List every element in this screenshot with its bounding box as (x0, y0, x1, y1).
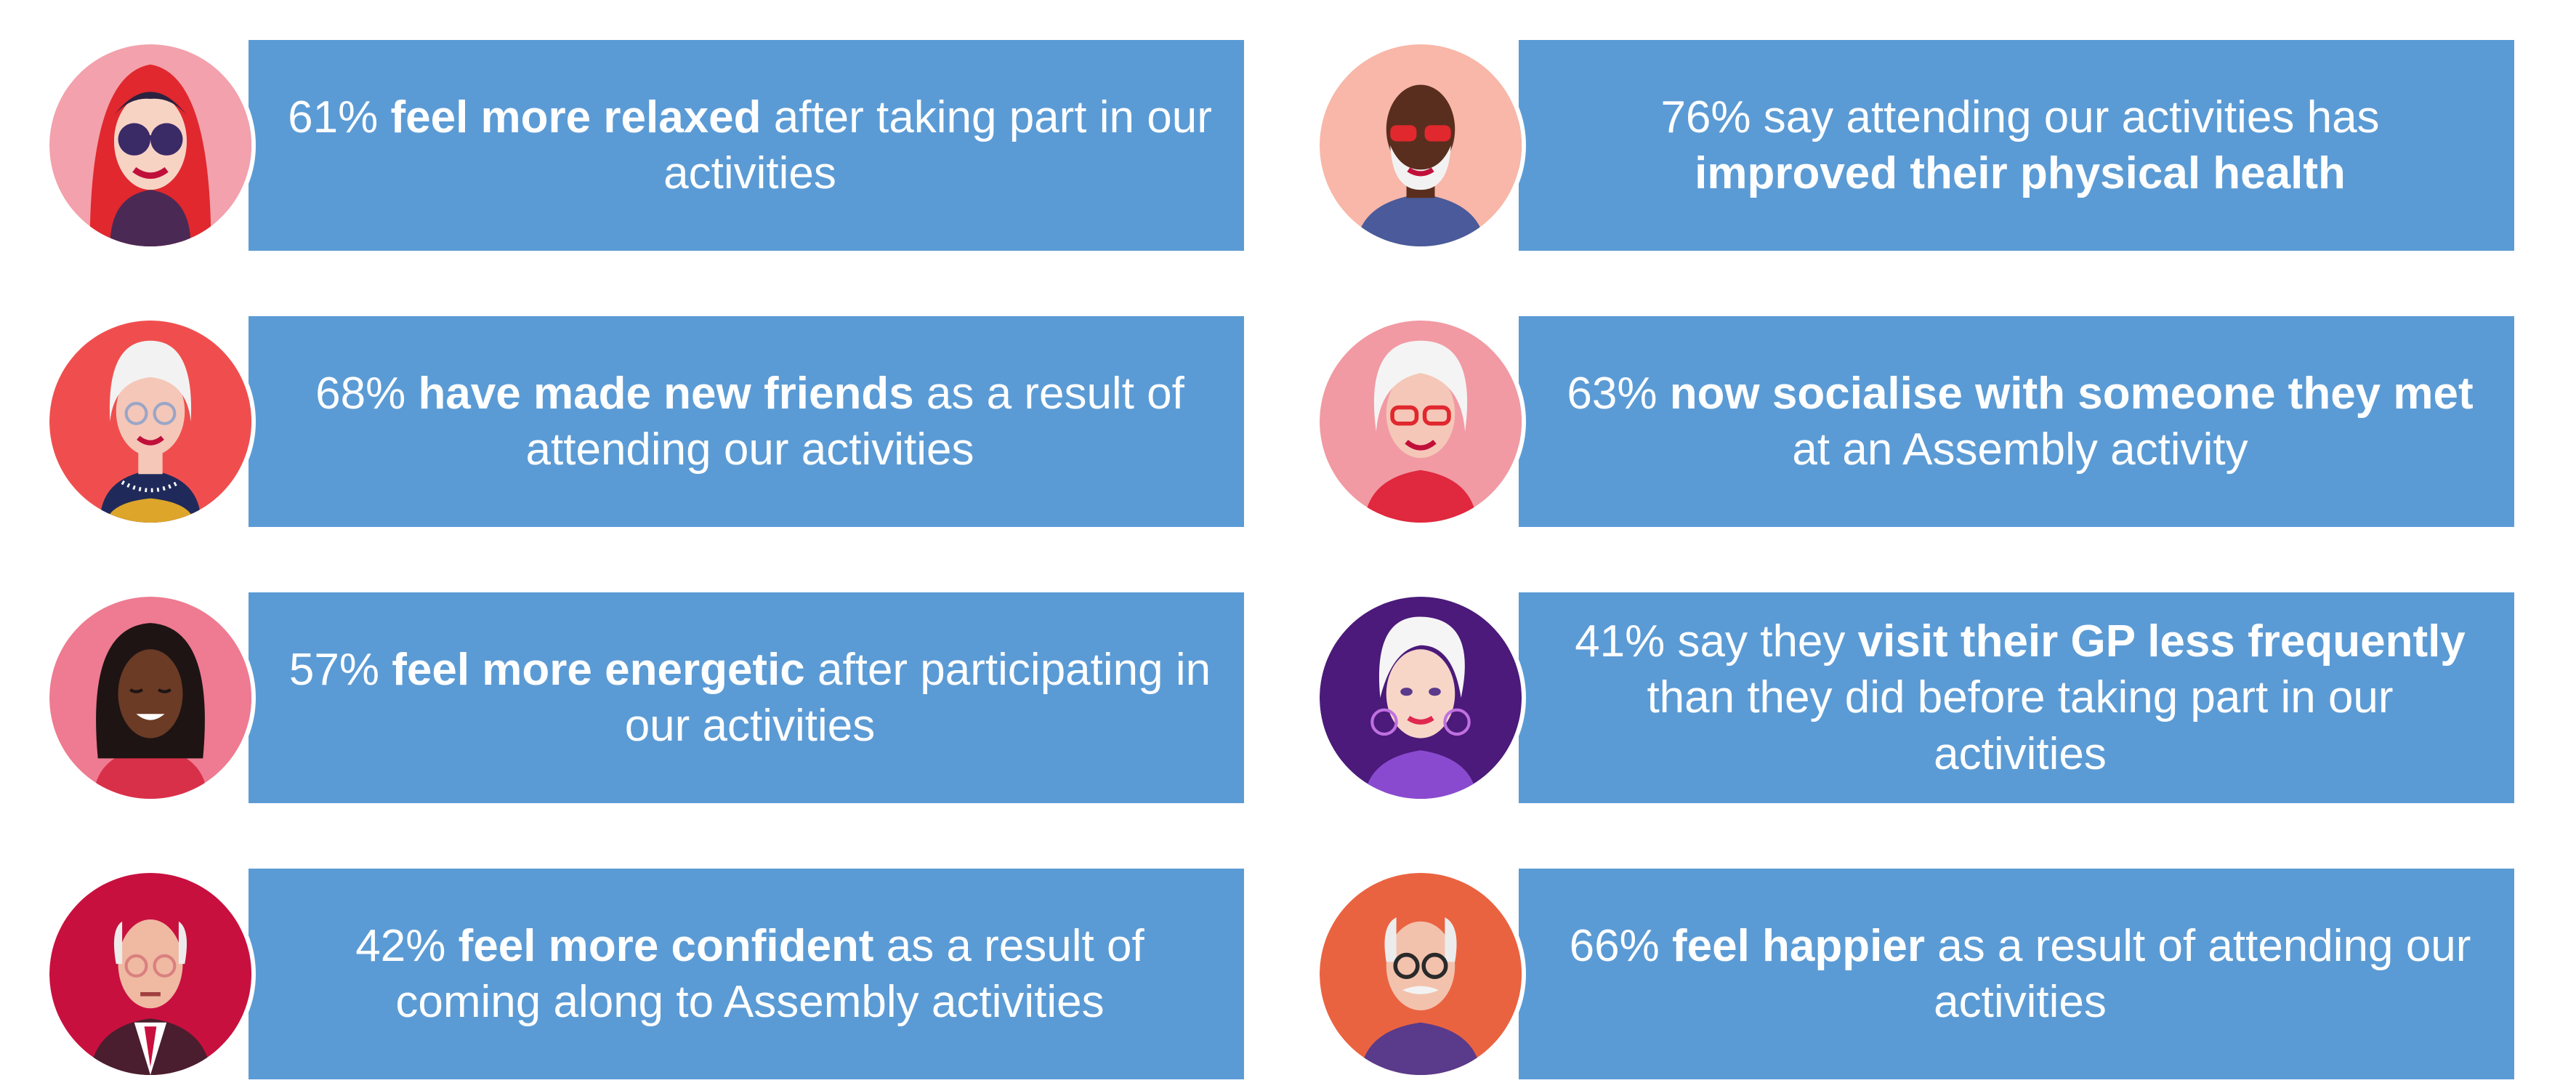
stat-banner (249, 316, 1244, 527)
stat-text: 41% say they visit their GP less frequen… (1575, 616, 2466, 779)
stat-banner (1519, 869, 2514, 1079)
stat-card-energetic: 57% feel more energetic after participat… (45, 592, 1244, 803)
stat-banner (249, 869, 1244, 1079)
stat-text: 68% have made new friends as a result of… (315, 368, 1184, 475)
woman-red-hood-sunglasses-icon (45, 40, 256, 251)
stat-text: 76% say attending our activities has imp… (1660, 92, 2380, 199)
stat-card-confident: 42% feel more confident as a result of c… (45, 869, 1244, 1079)
stat-banner (249, 40, 1244, 251)
older-man-suit-tie-icon (45, 869, 256, 1079)
stat-banner (249, 592, 1244, 803)
stat-text: 61% feel more relaxed after taking part … (288, 92, 1212, 199)
older-man-glasses-moustache-icon (1315, 869, 1526, 1079)
woman-dark-hair-icon (45, 592, 256, 803)
older-woman-hoop-earrings-icon (1315, 592, 1526, 803)
older-woman-red-glasses-icon (1315, 316, 1526, 527)
stat-card-relaxed: 61% feel more relaxed after taking part … (45, 40, 1244, 251)
stat-card-physical-health: 76% say attending our activities has imp… (1315, 40, 2514, 251)
stat-banner (1519, 592, 2514, 803)
stat-text: 57% feel more energetic after participat… (288, 644, 1211, 752)
stat-banner (1519, 316, 2514, 527)
stat-text: 63% now socialise with someone they met … (1567, 368, 2474, 475)
stat-banner (1519, 40, 2514, 251)
stat-card-friends: 68% have made new friends as a result of… (45, 316, 1244, 527)
stat-card-happier: 66% feel happier as a result of attendin… (1315, 869, 2514, 1079)
stat-text: 42% feel more confident as a result of c… (355, 920, 1144, 1028)
older-woman-glasses-pearls-icon (45, 316, 256, 527)
stat-card-gp-visits: 41% say they visit their GP less frequen… (1315, 592, 2514, 803)
stat-card-socialise: 63% now socialise with someone they met … (1315, 316, 2514, 527)
bald-man-beard-sunglasses-icon (1315, 40, 1526, 251)
stat-text: 66% feel happier as a result of attendin… (1569, 920, 2471, 1028)
